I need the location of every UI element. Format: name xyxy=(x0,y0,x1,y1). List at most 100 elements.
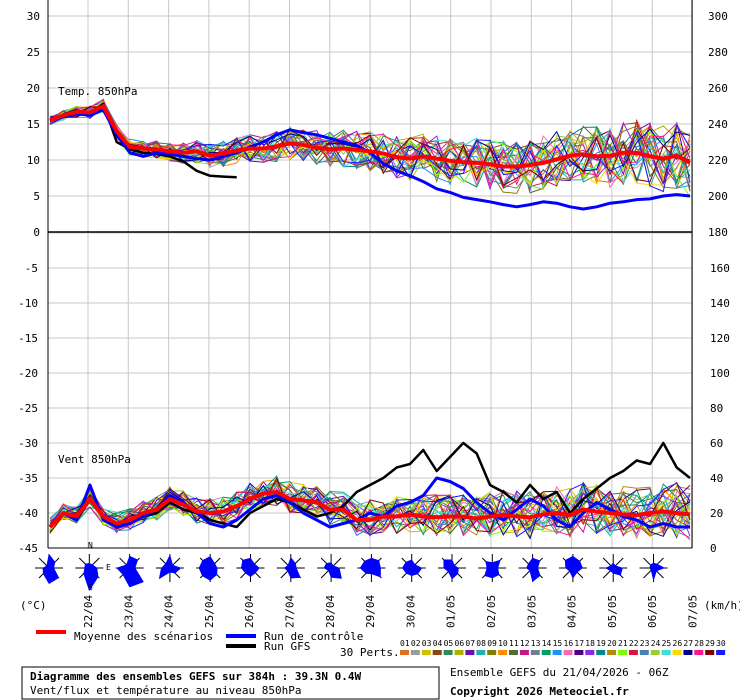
pert-color-swatch xyxy=(563,650,573,655)
wind-right-tick: 120 xyxy=(710,332,730,345)
date-label: 30/04 xyxy=(404,595,417,628)
wind-left-tick: -15 xyxy=(18,332,38,345)
pert-color-swatch xyxy=(596,650,606,655)
pert-color-swatch xyxy=(454,650,464,655)
wind-panel: Vent 850hPa -5 -10 -15 -20 -25 -30 -35 -40 -45 1… xyxy=(18,232,730,555)
pert-number: 21 xyxy=(618,639,628,648)
wind-right-tick: 20 xyxy=(710,507,723,520)
wind-gfs-line xyxy=(48,490,691,529)
temp-left-tick: 30 xyxy=(27,10,40,23)
pert-color-swatch xyxy=(672,650,682,655)
temp-right-tick: 260 xyxy=(708,82,728,95)
temperature-right-ticks: 300 280 260 240 220 200 180 xyxy=(708,10,728,239)
temperature-gfs-line xyxy=(49,104,691,169)
footer-run: Ensemble GEFS du 21/04/2026 - 06Z xyxy=(450,666,669,679)
pert-color-swatch xyxy=(661,650,671,655)
legend-mean-label: Moyenne des scénarios xyxy=(74,630,213,643)
wind-rose-shape xyxy=(402,559,423,576)
pert-number: 03 xyxy=(422,639,432,648)
pert-color-swatch xyxy=(443,650,453,655)
pert-number: 28 xyxy=(694,639,704,648)
temp-right-tick: 280 xyxy=(708,46,728,59)
pert-number: 15 xyxy=(553,639,563,648)
date-label: 28/04 xyxy=(324,595,337,628)
pert-color-swatch xyxy=(607,650,617,655)
pert-color-swatch xyxy=(400,650,409,655)
temp-right-tick: 300 xyxy=(708,10,728,23)
wind-left-tick: -25 xyxy=(18,402,38,415)
date-label: 07/05 xyxy=(687,595,700,628)
wind-rose-label-s: S xyxy=(88,583,93,592)
wind-rose-shape xyxy=(484,559,501,579)
pert-number: 18 xyxy=(585,639,595,648)
wind-left-tick: -40 xyxy=(18,507,38,520)
pert-color-swatch xyxy=(574,650,584,655)
pert-color-swatch xyxy=(552,650,562,655)
wind-member-line xyxy=(49,490,691,536)
wind-main-series xyxy=(48,441,691,529)
pert-color-swatch xyxy=(618,650,627,655)
wind-rose-label-e: E xyxy=(106,563,111,572)
wind-left-ticks: -5 -10 -15 -20 -25 -30 -35 -40 -45 xyxy=(18,262,38,555)
wind-left-tick: -10 xyxy=(18,297,38,310)
legend: Moyenne des scénarios Run de contrôle Ru… xyxy=(36,630,726,659)
wind-left-tick: -20 xyxy=(18,367,38,380)
pert-number: 08 xyxy=(476,639,486,648)
pert-number: 19 xyxy=(596,639,606,648)
wind-panel-label: Vent 850hPa xyxy=(58,453,131,466)
pert-color-swatch xyxy=(585,650,595,655)
pert-number: 13 xyxy=(531,639,541,648)
date-label: 01/05 xyxy=(445,595,458,628)
temperature-panel-label: Temp. 850hPa xyxy=(58,85,137,98)
left-unit-label: (°C) xyxy=(20,599,47,612)
date-label: 23/04 xyxy=(122,595,135,628)
pert-color-swatch xyxy=(476,650,486,655)
pert-color-swatch xyxy=(530,650,540,655)
pert-number: 06 xyxy=(455,639,465,648)
pert-color-swatch xyxy=(541,650,551,655)
pert-number: 01 xyxy=(400,639,410,648)
wind-right-tick: 140 xyxy=(710,297,730,310)
wind-rose-label-n: N xyxy=(88,541,93,550)
pert-color-swatch xyxy=(410,650,420,655)
temperature-panel: Temp. 850hPa 30 25 20 15 10 5 0 300 280 260 240 22… xyxy=(27,0,728,239)
temperature-left-ticks: 30 25 20 15 10 5 0 xyxy=(27,10,40,239)
temp-left-tick: 5 xyxy=(33,190,40,203)
date-label: 22/04 xyxy=(82,595,95,628)
temp-right-tick: 180 xyxy=(708,226,728,239)
wind-rose-shape xyxy=(83,563,99,592)
wind-rose-shape xyxy=(42,553,60,585)
pert-number: 16 xyxy=(564,639,574,648)
pert-number: 14 xyxy=(542,639,552,648)
date-label: 29/04 xyxy=(364,595,377,628)
wind-rose-shape xyxy=(158,554,182,580)
pert-number: 10 xyxy=(498,639,508,648)
wind-right-tick: 100 xyxy=(710,367,730,380)
pert-number: 05 xyxy=(444,639,454,648)
pert-color-swatch xyxy=(683,650,693,655)
pert-number: 27 xyxy=(683,639,693,648)
date-label: 25/04 xyxy=(203,595,216,628)
footer-box xyxy=(21,666,440,700)
temp-left-tick: 0 xyxy=(33,226,40,239)
footer-subtitle: Vent/flux et température au niveau 850hP… xyxy=(30,684,302,697)
pert-number: 04 xyxy=(433,639,443,648)
wind-rose-shape xyxy=(198,556,218,581)
wind-right-tick: 160 xyxy=(710,262,730,275)
perturbation-legend: 01 02 03 04 05 06 07 08 09 10 11 12 13 14 15 16 17 18 19 20… xyxy=(400,639,726,655)
date-label: 03/05 xyxy=(525,595,538,628)
pert-color-swatch xyxy=(487,650,497,655)
legend-perts-label: 30 Perts. xyxy=(340,646,400,659)
date-label: 04/05 xyxy=(566,595,579,628)
pert-number: 25 xyxy=(662,639,672,648)
footer-copyright: Copyright 2026 Meteociel.fr xyxy=(450,685,629,698)
temp-left-tick: 25 xyxy=(27,46,40,59)
pert-number: 29 xyxy=(705,639,715,648)
pert-number: 30 xyxy=(716,639,726,648)
pert-number: 20 xyxy=(607,639,617,648)
pert-color-swatch xyxy=(628,650,638,655)
pert-color-swatch xyxy=(519,650,529,655)
legend-gfs-label: Run GFS xyxy=(264,640,310,653)
date-axis-labels: 22/04 23/04 24/04 25/04 26/04 27/04 28/04 29/04… xyxy=(82,595,700,628)
pert-color-swatch xyxy=(465,650,475,655)
